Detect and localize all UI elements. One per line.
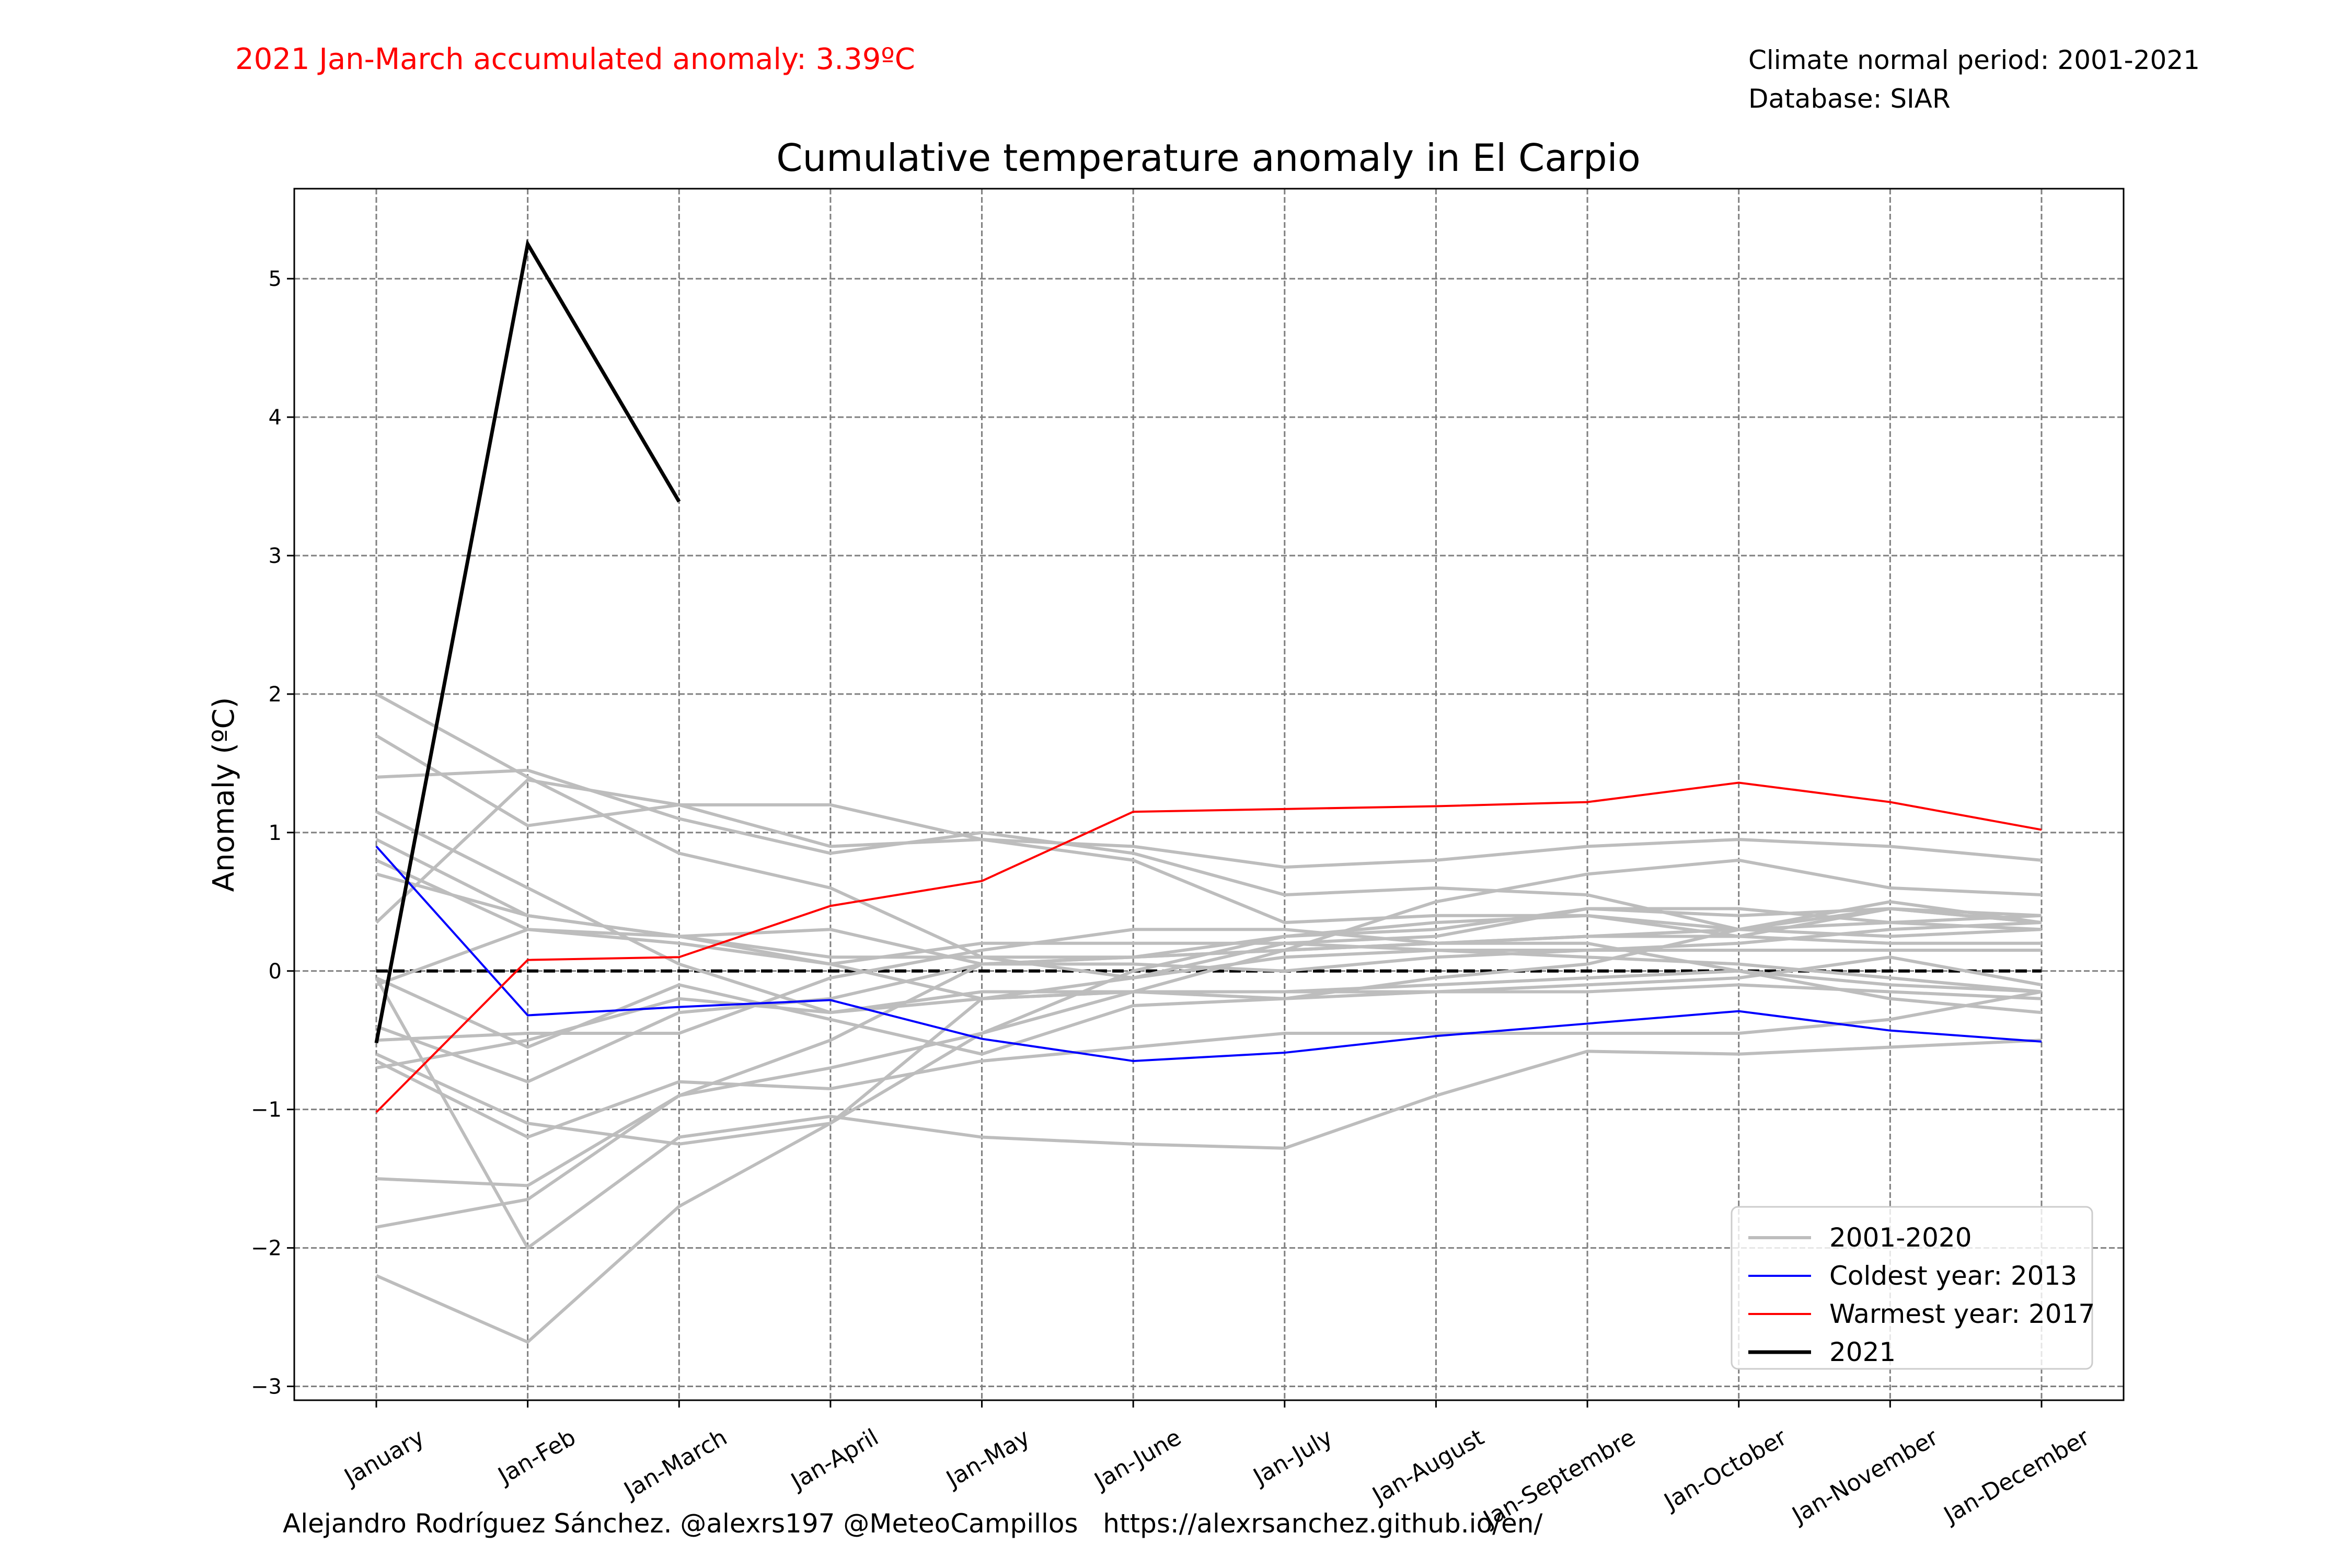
climate-normal-label: Climate normal period: 2001-2021	[1748, 45, 2200, 75]
history-series-line	[375, 928, 2042, 994]
history-series-line	[376, 969, 2042, 1229]
accumulated-anomaly-label: 2021 Jan-March accumulated anomaly: 3.39…	[235, 42, 915, 76]
y-tick-label: −2	[251, 1237, 282, 1261]
series-group	[374, 239, 2042, 1344]
history-series-line	[375, 734, 2042, 869]
y-tick-label: 2	[269, 683, 282, 707]
coldest-series-line	[375, 846, 2042, 1062]
y-axis-label: Anomaly (ºC)	[207, 697, 241, 892]
history-series-line	[375, 977, 2042, 1251]
legend-box	[1731, 1206, 2093, 1370]
history-series-line	[375, 914, 2042, 1146]
legend-label-coldest: Coldest year: 2013	[1829, 1261, 2077, 1291]
history-series-line	[376, 983, 2042, 1070]
x-tick-label: Jan-December	[1938, 1424, 2094, 1529]
history-series-line	[375, 778, 2042, 938]
x-tick-label: Jan-November	[1786, 1424, 1943, 1529]
x-tick-label: Jan-June	[1089, 1424, 1186, 1495]
x-tick-label: January	[339, 1424, 429, 1491]
grid	[294, 189, 2124, 1400]
history-series-line	[376, 928, 2042, 1042]
x-tick-label: Jan-October	[1658, 1424, 1792, 1516]
history-series-line	[375, 810, 2042, 1014]
y-tick-label: 1	[269, 821, 282, 845]
current-series-line	[374, 239, 681, 1044]
y-tick-label: −3	[251, 1375, 282, 1399]
y-tick-label: −1	[251, 1098, 282, 1122]
y-tick-label: 5	[269, 267, 282, 291]
x-tick-label: Jan-April	[786, 1424, 883, 1495]
legend-label-current: 2021	[1829, 1337, 1896, 1367]
history-series-line	[375, 990, 2042, 1139]
legend-label-history: 2001-2020	[1829, 1223, 1972, 1253]
x-tick-label: Jan-July	[1248, 1424, 1337, 1491]
x-tick-label: Jan-May	[941, 1424, 1034, 1493]
legend-label-warmest: Warmest year: 2017	[1829, 1299, 2095, 1329]
history-series-line	[375, 949, 2042, 1344]
database-label: Database: SIAR	[1748, 84, 1951, 114]
legend: 2001-2020 Coldest year: 2013 Warmest year:…	[1731, 1206, 2095, 1370]
y-axis: −3 −2 −1 0 1 2 3 4 5	[251, 267, 294, 1399]
credits-text: Alejandro Rodríguez Sánchez. @alexrs197 …	[283, 1508, 1542, 1539]
y-tick-label: 0	[269, 960, 282, 984]
plot-frame	[293, 188, 2125, 1401]
y-tick-label: 3	[269, 544, 282, 568]
x-tick-label: Jan-August	[1367, 1424, 1489, 1509]
warmest-series-line	[375, 781, 2042, 1113]
x-tick-label: Jan-March	[618, 1424, 732, 1505]
history-series-line	[375, 693, 2042, 980]
x-tick-label: Jan-Feb	[492, 1424, 580, 1490]
y-tick-label: 4	[269, 406, 282, 430]
chart-title: Cumulative temperature anomaly in El Car…	[776, 136, 1641, 180]
